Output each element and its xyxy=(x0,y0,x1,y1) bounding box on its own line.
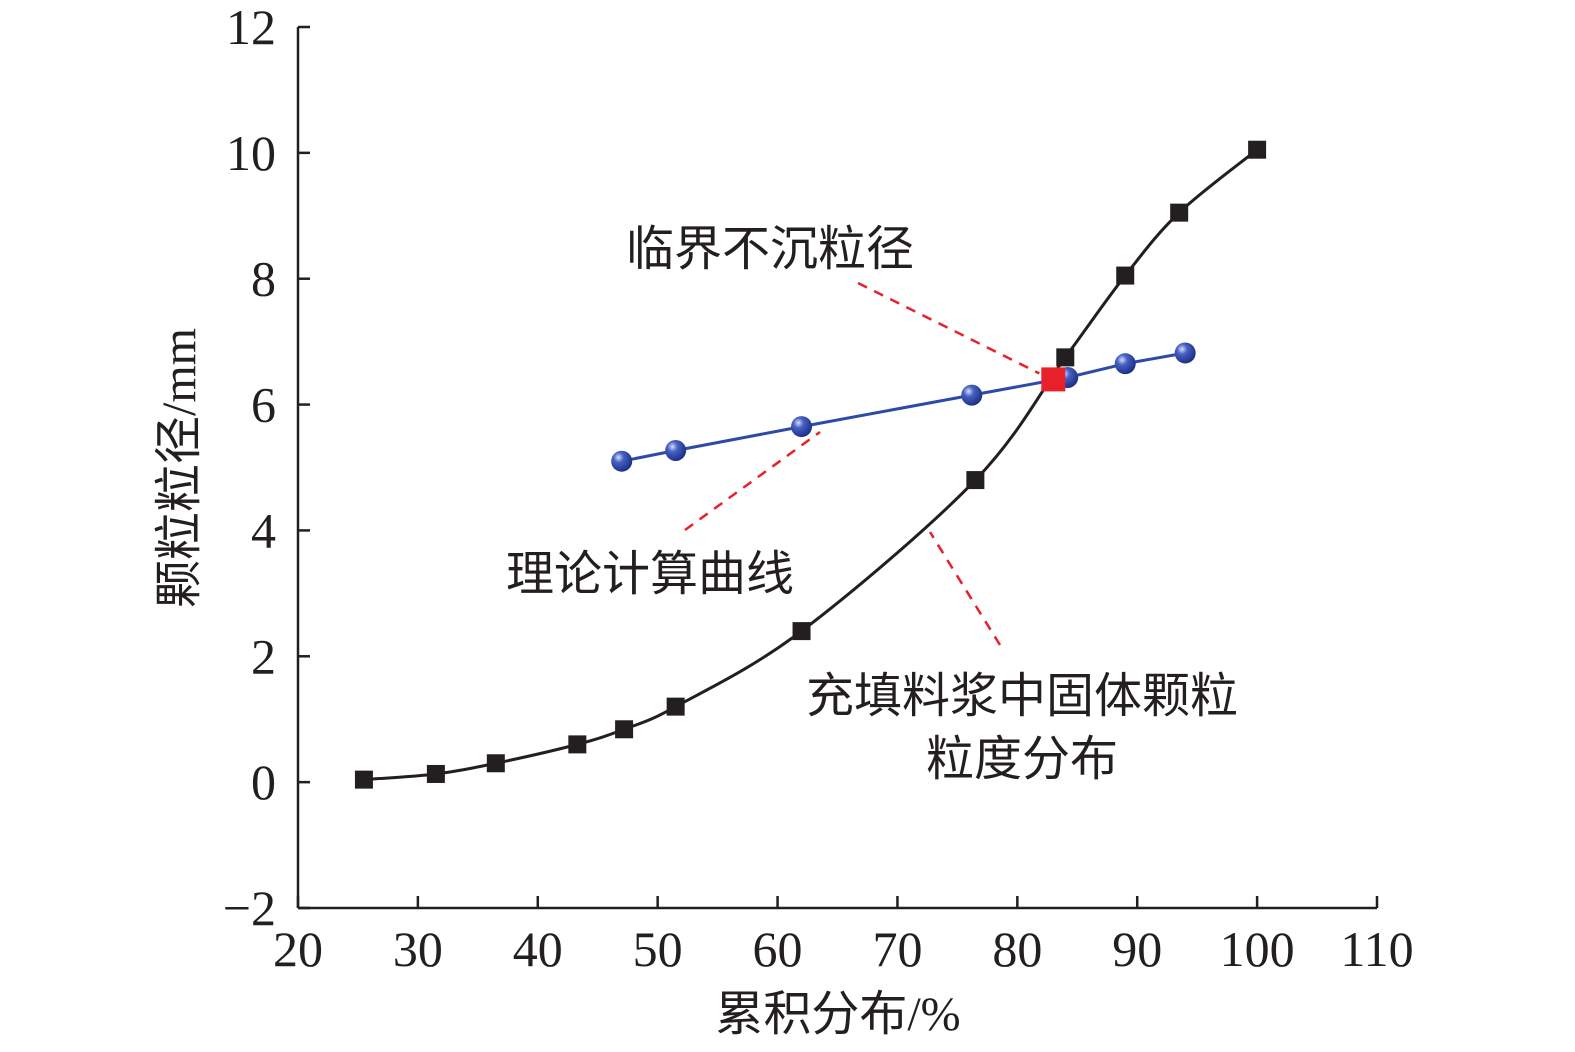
annotation-critical-size: 临界不沉粒径 xyxy=(626,223,914,276)
x-tick-label: 20 xyxy=(273,921,323,977)
theory-point xyxy=(961,384,983,406)
x-tick-label: 80 xyxy=(992,921,1042,977)
y-tick-label: 2 xyxy=(251,628,276,684)
y-tick-label: 4 xyxy=(251,502,276,558)
annotation-theory-curve: 理论计算曲线 xyxy=(506,548,794,601)
x-tick-label: 110 xyxy=(1340,921,1413,977)
annotation-leader-line xyxy=(857,281,1040,375)
y-tick-label: 10 xyxy=(226,125,276,181)
distribution-point xyxy=(1248,140,1267,159)
y-tick-label: 6 xyxy=(251,377,276,433)
series-layer xyxy=(354,140,1267,789)
distribution-point xyxy=(966,471,985,490)
distribution-point xyxy=(792,622,811,641)
distribution-point xyxy=(1056,348,1075,367)
annotation-leader-line xyxy=(928,531,1002,646)
x-axis-title: 累积分布/% xyxy=(715,988,960,1041)
critical-size-point xyxy=(1041,367,1066,392)
y-tick-label: 0 xyxy=(251,754,276,810)
theory-point xyxy=(791,416,813,438)
theory-point xyxy=(1114,353,1136,375)
distribution-point xyxy=(486,754,505,773)
theory-curve-line xyxy=(621,351,1186,463)
distribution-point xyxy=(426,764,445,783)
distribution-point xyxy=(568,735,587,754)
distribution-point xyxy=(354,770,373,789)
y-tick-label: −2 xyxy=(223,880,276,936)
x-tick-label: 50 xyxy=(633,921,683,977)
annotation-distribution-line2: 粒度分布 xyxy=(926,733,1118,786)
axes: 20 30 40 50 60 70 80 90 100 110 −2 0 2 4 6 8 10 12 xyxy=(223,0,1414,977)
x-tick-label: 60 xyxy=(753,921,803,977)
theory-point xyxy=(1174,342,1196,364)
distribution-point xyxy=(1170,203,1189,222)
theory-point xyxy=(611,450,633,472)
x-tick-label: 70 xyxy=(872,921,922,977)
distribution-point xyxy=(666,697,685,716)
distribution-point xyxy=(1116,266,1135,285)
annotation-leader-lines xyxy=(684,281,1040,646)
y-tick-label: 8 xyxy=(251,251,276,307)
x-tick-label: 30 xyxy=(393,921,443,977)
x-tick-label: 100 xyxy=(1220,921,1295,977)
x-tick-label: 90 xyxy=(1112,921,1162,977)
y-tick-label: 12 xyxy=(226,0,276,55)
annotation-distribution-line1: 充填料浆中固体颗粒 xyxy=(806,670,1238,723)
y-axis-title: 颗粒粒径/mm xyxy=(153,328,206,608)
annotation-leader-line xyxy=(684,430,821,532)
theory-point xyxy=(665,440,687,462)
x-tick-label: 40 xyxy=(513,921,563,977)
distribution-point xyxy=(615,720,634,739)
